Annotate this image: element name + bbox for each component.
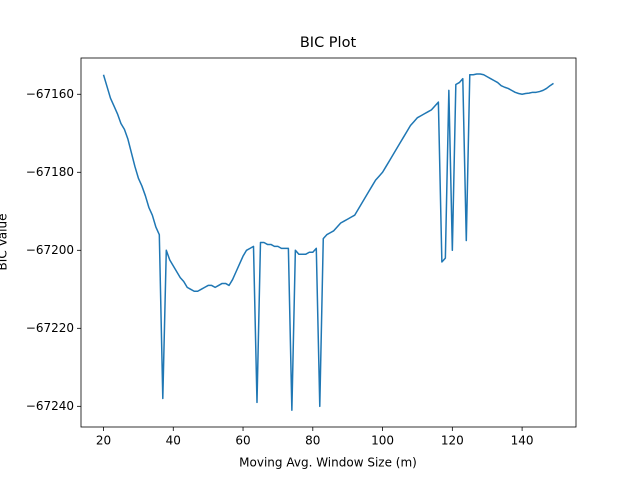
x-tick-label: 100 [371, 434, 394, 448]
data-line [102, 73, 554, 411]
x-tick-label: 120 [441, 434, 464, 448]
y-tick-label: −67220 [26, 321, 74, 335]
x-tick-label: 40 [166, 434, 181, 448]
y-tick-label: −67160 [26, 87, 74, 101]
x-tick-label: 80 [305, 434, 320, 448]
plot-frame [80, 57, 577, 428]
y-tick-label: −67200 [26, 243, 74, 257]
x-tick-label: 140 [511, 434, 534, 448]
y-axis-label: BIC Value [0, 214, 10, 271]
x-tick-label: 60 [235, 434, 250, 448]
x-tick-label: 20 [96, 434, 111, 448]
x-axis-label: Moving Avg. Window Size (m) [239, 456, 417, 470]
y-tick-label: −67180 [26, 165, 74, 179]
y-tick-label: −67240 [26, 399, 74, 413]
chart-title: BIC Plot [300, 35, 357, 51]
